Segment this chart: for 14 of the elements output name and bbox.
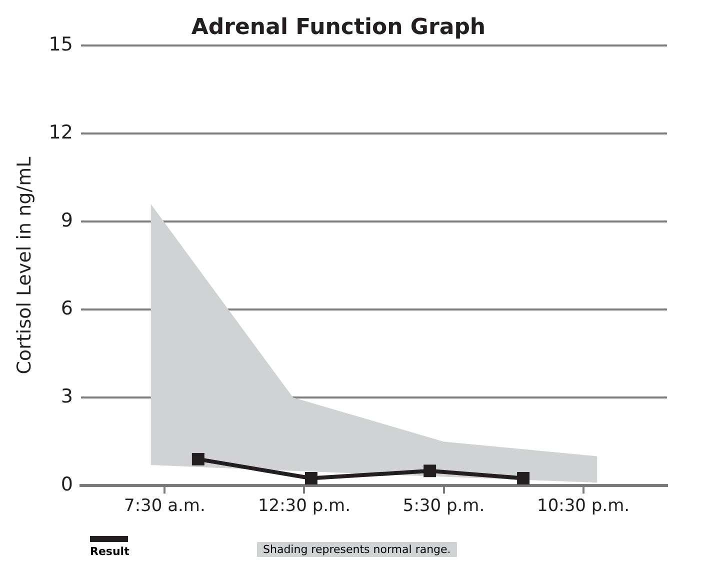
text: Shading represents normal range. bbox=[263, 543, 451, 556]
y-tick-label: 12 bbox=[48, 121, 73, 144]
x-tick-label: 12:30 p.m. bbox=[258, 496, 351, 516]
y-tick-label: 15 bbox=[48, 33, 73, 56]
x-tick-label: 10:30 p.m. bbox=[537, 496, 630, 516]
x-tick-label: 5:30 p.m. bbox=[402, 496, 485, 516]
y-tick-label: 3 bbox=[60, 385, 73, 408]
legend-label: Result bbox=[90, 545, 130, 558]
y-axis-title: Cortisol Level in ng/mL bbox=[13, 156, 36, 374]
y-tick-label: 9 bbox=[60, 209, 73, 232]
y-tick-label: 0 bbox=[60, 474, 73, 496]
y-tick-label: 6 bbox=[60, 297, 73, 320]
x-tick-label: 7:30 a.m. bbox=[124, 496, 206, 516]
chart-title: Adrenal Function Graph bbox=[191, 14, 486, 40]
